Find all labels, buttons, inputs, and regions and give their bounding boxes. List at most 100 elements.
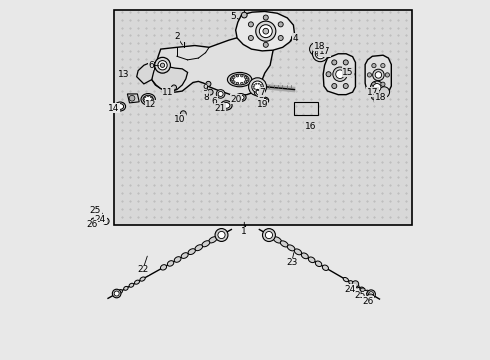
Ellipse shape [220,101,232,110]
Circle shape [248,22,253,27]
Circle shape [172,85,176,90]
Circle shape [336,70,344,78]
Text: 1: 1 [242,228,247,237]
Circle shape [259,25,272,38]
Circle shape [129,95,135,101]
Circle shape [180,111,186,117]
Circle shape [160,63,165,67]
Circle shape [367,290,375,298]
Circle shape [372,63,376,68]
Circle shape [218,91,223,96]
Ellipse shape [316,261,322,266]
Ellipse shape [144,96,146,98]
Ellipse shape [150,101,152,102]
Ellipse shape [236,82,239,84]
Ellipse shape [273,237,281,243]
Text: 3: 3 [258,91,264,100]
Ellipse shape [319,51,321,52]
Ellipse shape [202,241,210,247]
Circle shape [371,96,375,99]
Ellipse shape [115,102,125,111]
Ellipse shape [134,280,140,284]
Text: 2: 2 [174,32,180,41]
Circle shape [263,42,269,47]
Circle shape [332,84,337,89]
Ellipse shape [261,86,262,87]
Circle shape [373,84,381,91]
Ellipse shape [317,53,318,54]
Bar [114,10,412,225]
Ellipse shape [97,212,102,216]
Ellipse shape [262,98,267,102]
Text: 19: 19 [256,100,268,109]
Ellipse shape [236,75,239,77]
Ellipse shape [260,88,262,89]
Text: 17: 17 [367,87,378,96]
Circle shape [352,281,359,287]
Text: 14: 14 [108,104,119,113]
Circle shape [207,89,213,95]
Text: 18: 18 [375,93,386,102]
Ellipse shape [244,76,246,78]
Ellipse shape [323,53,324,54]
Ellipse shape [319,56,321,57]
Circle shape [114,291,119,296]
Text: 24: 24 [95,215,106,224]
Ellipse shape [294,249,302,255]
Text: 8: 8 [204,93,210,102]
Ellipse shape [244,81,246,83]
Ellipse shape [308,257,315,263]
Ellipse shape [129,283,134,287]
Circle shape [155,57,171,73]
Ellipse shape [150,96,152,98]
Ellipse shape [168,261,174,266]
Circle shape [315,49,325,59]
Text: 26: 26 [362,297,374,306]
Ellipse shape [174,257,181,262]
Text: 9: 9 [202,84,208,93]
Ellipse shape [322,51,323,53]
Ellipse shape [230,74,249,85]
Ellipse shape [92,218,97,221]
Text: 11: 11 [162,87,173,96]
Text: 5: 5 [231,12,236,21]
Ellipse shape [118,289,122,293]
Circle shape [206,81,211,86]
Circle shape [248,36,253,41]
Text: 21: 21 [214,104,225,113]
Circle shape [332,60,337,65]
Ellipse shape [123,287,128,290]
Circle shape [326,72,331,77]
Ellipse shape [322,55,323,56]
Ellipse shape [258,83,260,84]
Ellipse shape [354,284,359,288]
Circle shape [112,289,121,298]
Text: 25: 25 [354,291,366,300]
Text: 13: 13 [119,70,130,79]
Ellipse shape [241,75,243,77]
Ellipse shape [349,281,354,285]
Ellipse shape [181,253,188,258]
Text: 22: 22 [137,265,148,274]
Ellipse shape [144,101,146,102]
Ellipse shape [140,277,145,281]
Circle shape [218,231,225,239]
Ellipse shape [188,249,196,255]
Circle shape [278,22,283,27]
Circle shape [368,73,371,77]
Circle shape [158,60,167,70]
Text: 15: 15 [342,68,354,77]
Ellipse shape [253,86,254,87]
Text: 10: 10 [174,114,186,123]
Circle shape [252,81,263,93]
Polygon shape [323,54,355,95]
Text: 18: 18 [314,42,325,51]
Text: 4: 4 [293,34,298,43]
Circle shape [263,15,269,20]
Text: 23: 23 [286,258,297,267]
Text: 7: 7 [259,87,265,96]
Polygon shape [127,94,139,103]
Ellipse shape [117,104,123,109]
Ellipse shape [235,94,246,102]
Ellipse shape [147,102,149,103]
